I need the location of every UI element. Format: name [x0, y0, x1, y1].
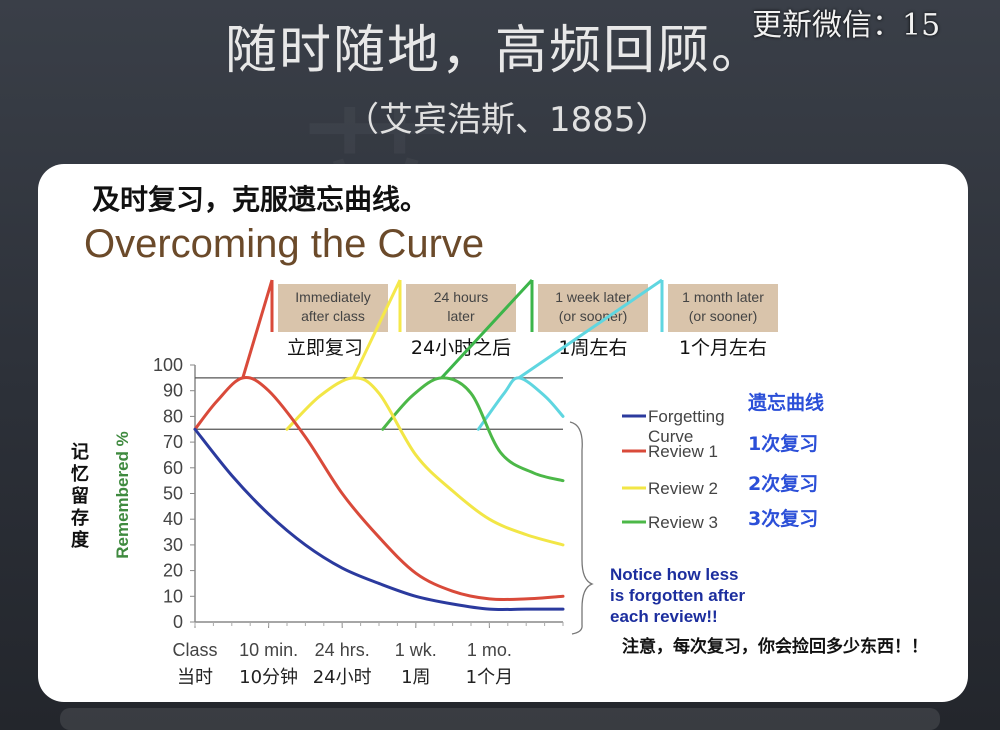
review-box-3 — [538, 284, 648, 332]
x-tick-label-3: 1 wk. — [395, 640, 437, 660]
series-line-forgetting-curve — [193, 427, 565, 612]
y-tick-label-40: 40 — [163, 509, 183, 529]
review-caption-1: 立即复习 — [287, 337, 363, 359]
x-tick-label-cn-1: 10分钟 — [239, 667, 298, 688]
y-tick-label-60: 60 — [163, 458, 183, 478]
series-line-review-1 — [193, 376, 565, 602]
legend-label-cn-4: 3次复习 — [748, 507, 818, 530]
x-tick-label-1: 10 min. — [239, 640, 298, 660]
x-tick-label-cn-2: 24小时 — [313, 667, 372, 688]
review-pointer-2 — [351, 279, 402, 379]
review-box-text-2: later — [447, 308, 475, 324]
card-reflection — [60, 708, 940, 730]
review-caption-2: 24小时之后 — [411, 337, 511, 359]
y-tick-label-100: 100 — [153, 355, 183, 375]
review-gain-bracket — [569, 421, 594, 635]
y-axis-label-cn-char: 度 — [71, 529, 90, 551]
review-pointer-3 — [440, 278, 534, 379]
review-box-text-1: after class — [301, 308, 365, 324]
note-cn: 注意，每次复习，你会捡回多少东西！！ — [622, 636, 928, 657]
review-box-text-1: Immediately — [295, 289, 370, 305]
review-caption-4: 1个月左右 — [679, 337, 767, 359]
review-box-4 — [668, 284, 778, 332]
x-tick-label-2: 24 hrs. — [315, 640, 370, 660]
y-tick-label-50: 50 — [163, 484, 183, 504]
notice-text: each review!! — [610, 607, 718, 626]
x-tick-label-4: 1 mo. — [467, 640, 512, 660]
legend-label-4: Review 3 — [648, 513, 718, 532]
x-tick-label-cn-4: 1个月 — [466, 667, 513, 688]
y-axis-label-cn-char: 留 — [71, 485, 89, 507]
y-tick-label-30: 30 — [163, 535, 183, 555]
y-tick-label-20: 20 — [163, 561, 183, 581]
review-box-text-4: 1 month later — [682, 289, 764, 305]
x-tick-label-0: Class — [172, 640, 217, 660]
card-heading: 及时复习，克服遗忘曲线。 — [92, 183, 429, 216]
y-tick-label-80: 80 — [163, 406, 183, 426]
review-box-1 — [278, 284, 388, 332]
x-tick-label-cn-3: 1周 — [401, 667, 430, 688]
y-axis-label-cn-char: 记 — [71, 442, 89, 463]
page-subtitle: （艾宾浩斯、1885） — [345, 100, 670, 140]
legend-label-cn-3: 2次复习 — [748, 472, 818, 495]
review-pointer-1 — [241, 279, 274, 379]
series-line-review-4 — [476, 376, 565, 431]
notice-text: Notice how less — [610, 565, 738, 584]
legend-label-1b: Curve — [648, 427, 693, 446]
series-line-review-3 — [381, 376, 565, 483]
series-line-review-2 — [285, 376, 565, 547]
legend-label-1: Forgetting — [648, 407, 725, 426]
legend-label-2: Review 1 — [648, 442, 718, 461]
legend-label-cn-1: 遗忘曲线 — [747, 391, 824, 414]
y-axis-label-cn-char: 存 — [71, 507, 89, 529]
y-tick-label-10: 10 — [163, 586, 183, 606]
review-box-2 — [406, 284, 516, 332]
x-tick-label-cn-0: 当时 — [177, 667, 213, 688]
y-axis-label-cn-char: 忆 — [71, 463, 89, 485]
notice-text: is forgotten after — [610, 586, 745, 605]
review-box-text-3: (or sooner) — [559, 308, 627, 324]
review-caption-3: 1周左右 — [558, 337, 627, 359]
legend-label-3: Review 2 — [648, 479, 718, 498]
review-pointer-4 — [517, 278, 663, 380]
review-box-text-2: 24 hours — [434, 289, 488, 305]
y-tick-label-0: 0 — [173, 612, 183, 632]
y-tick-label-90: 90 — [163, 381, 183, 401]
chart-title: Overcoming the Curve — [84, 222, 485, 266]
page-title: 随时随地，高频回顾。 — [225, 21, 766, 81]
legend-label-cn-2: 1次复习 — [748, 432, 818, 455]
review-box-text-4: (or sooner) — [689, 308, 757, 324]
y-axis-label: Remembered % — [113, 431, 132, 559]
slide-card — [38, 164, 968, 702]
watermark: 更新微信：15 — [752, 8, 941, 43]
y-tick-label-70: 70 — [163, 432, 183, 452]
review-box-text-3: 1 week later — [555, 289, 631, 305]
